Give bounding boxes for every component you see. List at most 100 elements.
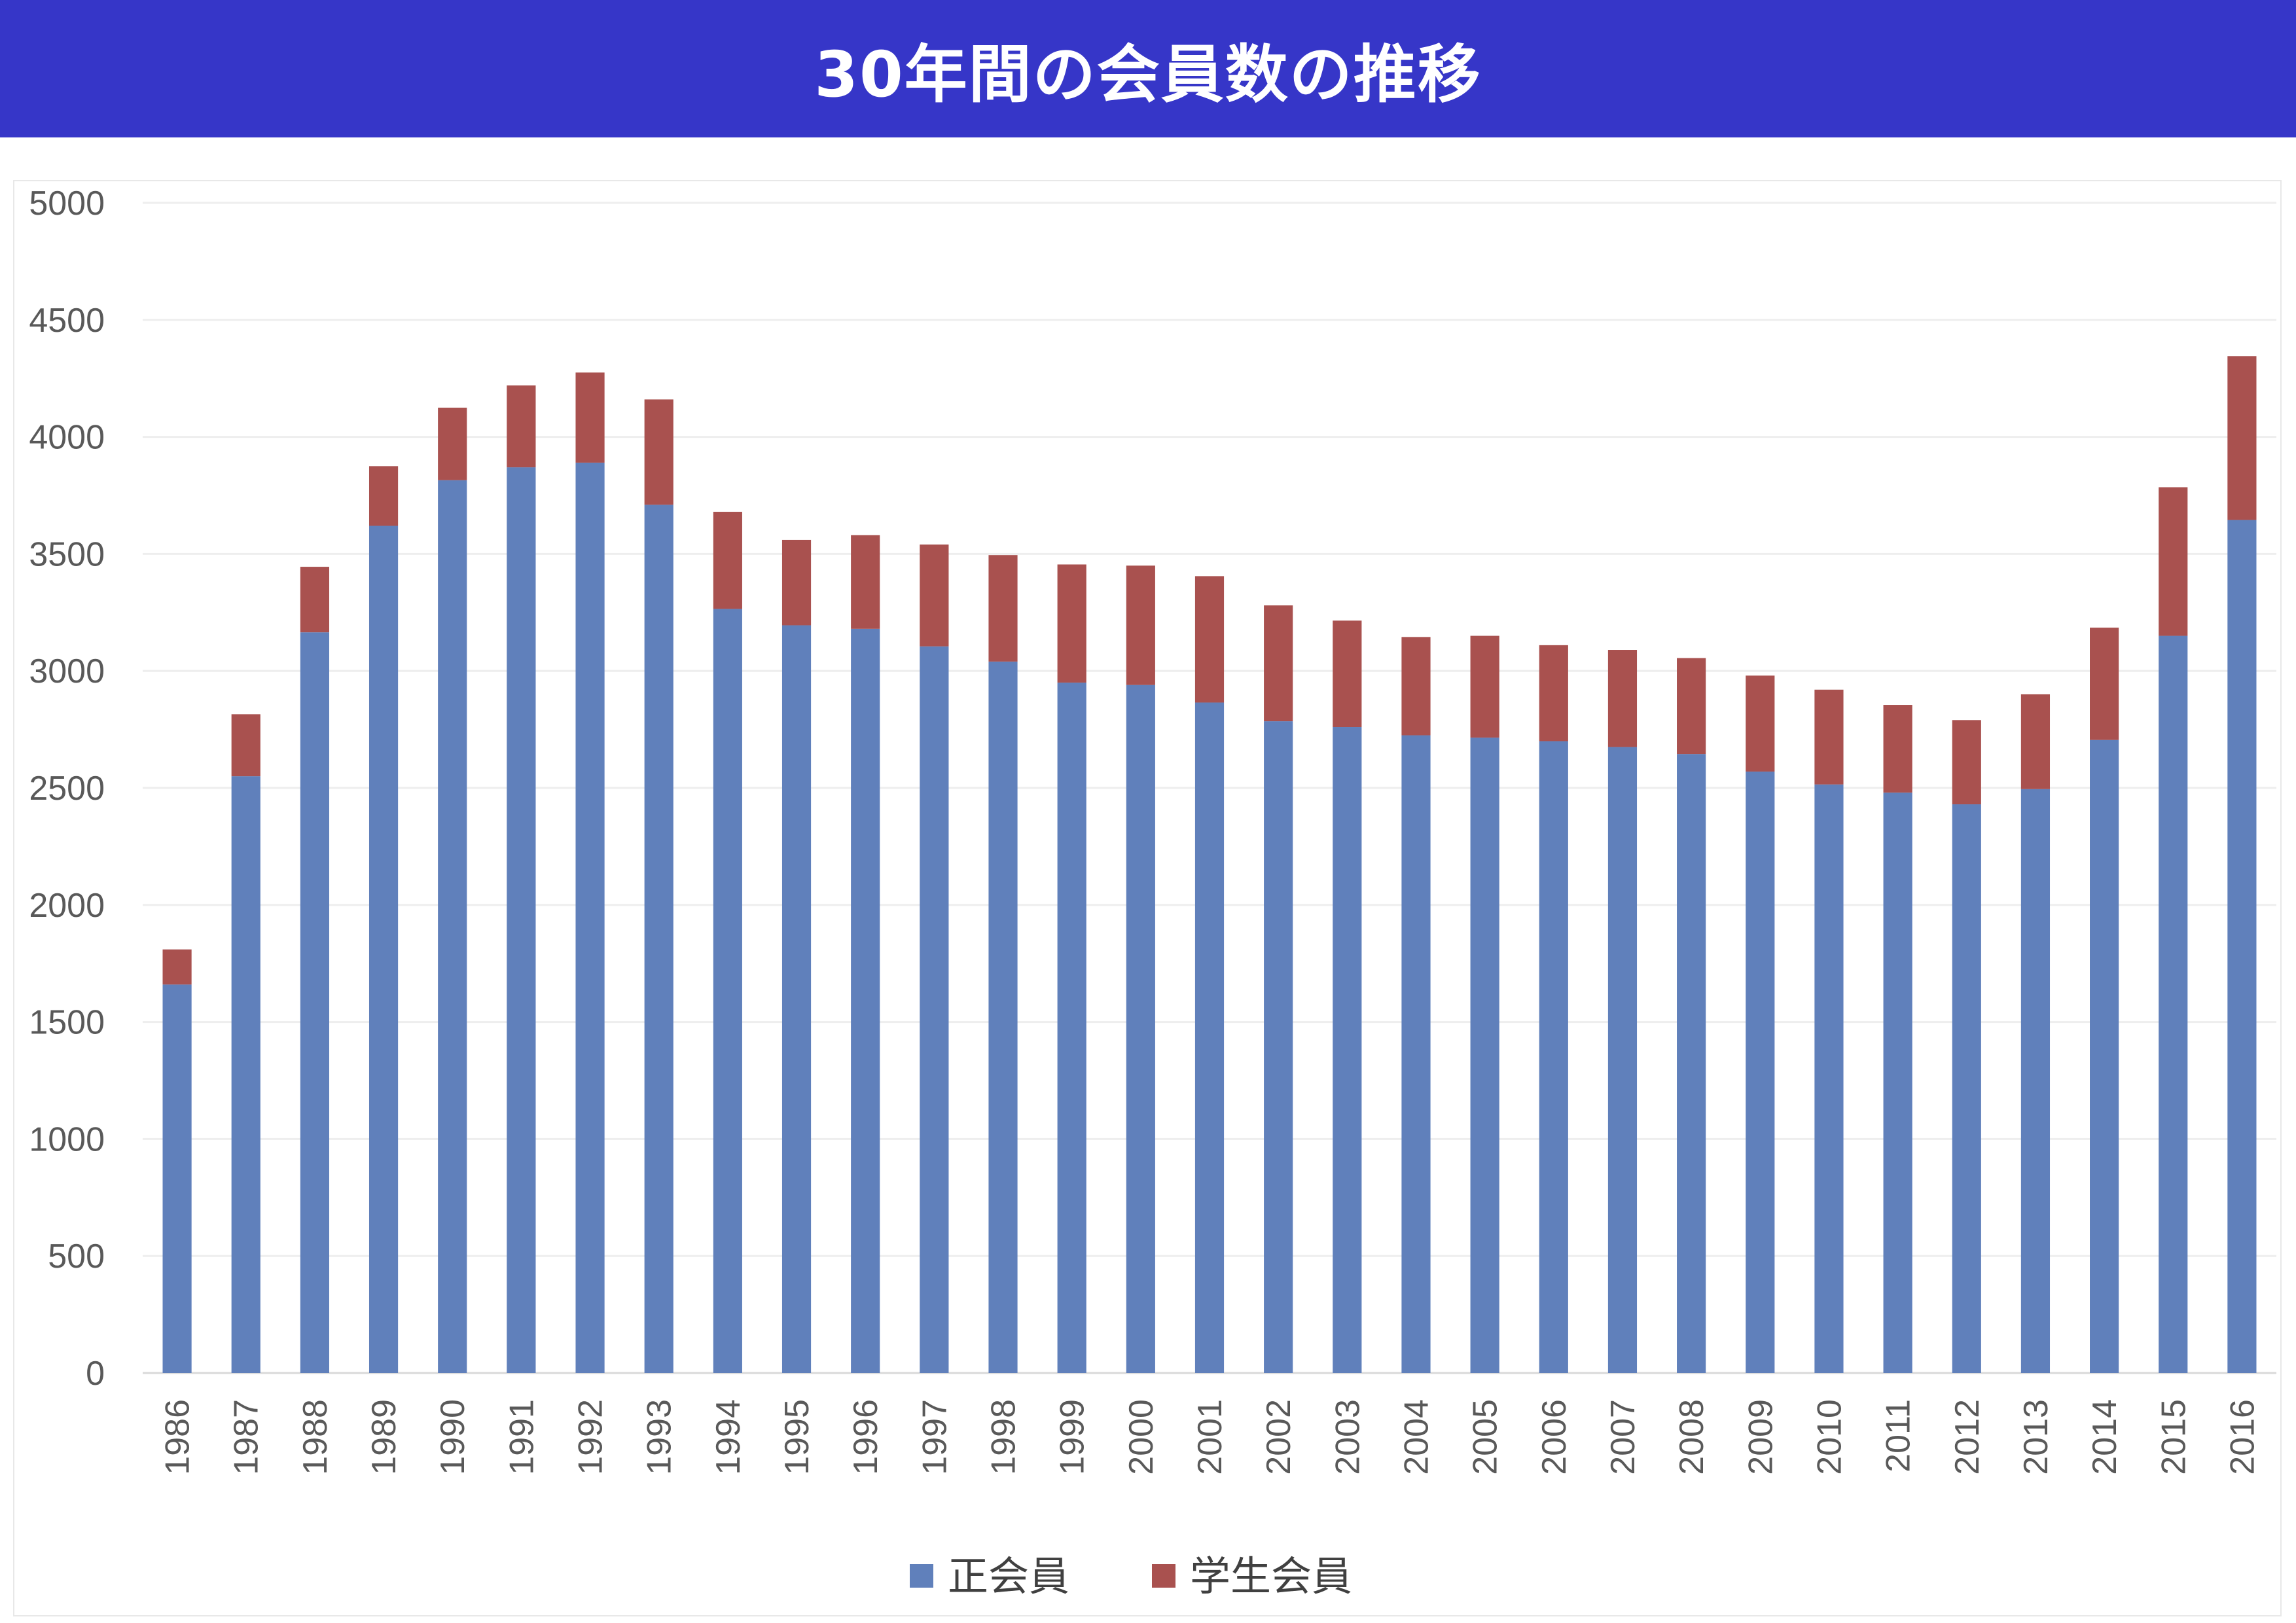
bar-student-member xyxy=(1333,620,1362,728)
bar-student-member xyxy=(1194,576,1225,703)
x-tick-label: 2007 xyxy=(1604,1399,1642,1475)
x-tick-label: 1988 xyxy=(296,1399,334,1475)
y-tick-label: 1000 xyxy=(29,1120,105,1158)
bar-regular-member xyxy=(575,462,605,1373)
bar-regular-member xyxy=(2227,520,2257,1373)
bar-regular-member xyxy=(438,480,467,1373)
bar-student-member xyxy=(575,372,605,463)
bar-student-member xyxy=(1607,650,1638,747)
x-tick-label: 2012 xyxy=(1948,1399,1986,1475)
bar-regular-member xyxy=(1057,683,1086,1373)
bar-regular-member xyxy=(1401,735,1431,1373)
bar-student-member xyxy=(1814,689,1844,785)
bar-student-member xyxy=(2159,487,2188,636)
bar-student-member xyxy=(1401,637,1431,736)
bar-regular-member xyxy=(1746,771,1775,1373)
bar-student-member xyxy=(988,555,1018,662)
legend-swatch xyxy=(1152,1564,1175,1588)
bar-student-member xyxy=(507,385,536,468)
bar-regular-member xyxy=(162,984,192,1373)
legend-label: 正会員 xyxy=(948,1552,1069,1600)
bar-regular-member xyxy=(781,625,812,1373)
x-tick-label: 2009 xyxy=(1742,1399,1780,1475)
bar-regular-member xyxy=(1264,721,1293,1373)
x-tick-label: 2016 xyxy=(2223,1399,2261,1475)
bar-student-member xyxy=(1677,658,1706,755)
x-tick-label: 1991 xyxy=(503,1399,541,1475)
x-tick-label: 1993 xyxy=(641,1399,679,1475)
bar-regular-member xyxy=(507,467,536,1373)
bar-student-member xyxy=(438,407,467,480)
x-tick-label: 1999 xyxy=(1054,1399,1092,1475)
bar-student-member xyxy=(2227,356,2257,520)
legend-swatch xyxy=(910,1564,933,1588)
bar-regular-member xyxy=(988,661,1018,1373)
legend-label: 学生会員 xyxy=(1190,1552,1352,1600)
bar-regular-member xyxy=(1814,784,1844,1373)
bar-regular-member xyxy=(851,628,880,1373)
x-tick-label: 2010 xyxy=(1810,1399,1848,1475)
y-tick-label: 0 xyxy=(86,1355,105,1393)
chart-frame xyxy=(13,180,2282,1616)
bar-student-member xyxy=(1952,720,1981,805)
bar-student-member xyxy=(644,399,673,505)
bar-student-member xyxy=(368,466,399,526)
bar-student-member xyxy=(781,539,812,626)
bar-regular-member xyxy=(713,609,742,1373)
x-tick-label: 2001 xyxy=(1191,1399,1229,1475)
bar-student-member xyxy=(1470,635,1499,738)
x-tick-label: 1990 xyxy=(434,1399,472,1475)
bar-student-member xyxy=(1057,564,1086,683)
x-tick-label: 1996 xyxy=(847,1399,885,1475)
x-tick-label: 2003 xyxy=(1329,1399,1367,1475)
bar-student-member xyxy=(1539,645,1568,741)
bar-regular-member xyxy=(2090,740,2119,1373)
bar-student-member xyxy=(851,535,880,629)
x-tick-label: 1989 xyxy=(365,1399,403,1475)
bar-student-member xyxy=(1746,675,1775,772)
x-tick-label: 1992 xyxy=(572,1399,610,1475)
bar-regular-member xyxy=(2159,635,2188,1373)
x-tick-label: 2015 xyxy=(2155,1399,2193,1475)
x-tick-label: 1998 xyxy=(985,1399,1023,1475)
bar-student-member xyxy=(1264,605,1293,722)
y-tick-label: 3500 xyxy=(29,535,105,573)
x-tick-label: 2005 xyxy=(1467,1399,1505,1475)
x-tick-label: 1994 xyxy=(709,1399,747,1475)
chart-title: 30年間の会員数の推移 xyxy=(814,37,1482,111)
bar-student-member xyxy=(2090,628,2119,740)
bar-regular-member xyxy=(1539,741,1568,1373)
bar-regular-member xyxy=(1470,738,1499,1373)
bar-regular-member xyxy=(2020,789,2051,1373)
x-tick-label: 2011 xyxy=(1880,1399,1918,1472)
x-tick-label: 2004 xyxy=(1397,1399,1435,1475)
title-banner: 30年間の会員数の推移 xyxy=(0,0,2296,137)
y-tick-label: 4500 xyxy=(29,302,105,340)
bar-regular-member xyxy=(1952,804,1981,1373)
x-tick-label: 2014 xyxy=(2086,1399,2124,1475)
y-tick-label: 2500 xyxy=(29,770,105,808)
bar-student-member xyxy=(713,512,742,609)
bar-regular-member xyxy=(231,776,260,1373)
bar-regular-member xyxy=(644,505,673,1374)
bar-student-member xyxy=(162,949,192,985)
bar-student-member xyxy=(1883,705,1912,793)
bar-student-member xyxy=(2020,694,2051,789)
x-tick-label: 2006 xyxy=(1535,1399,1573,1475)
bar-student-member xyxy=(920,544,949,647)
x-tick-label: 2002 xyxy=(1260,1399,1298,1475)
y-tick-label: 2000 xyxy=(29,887,105,925)
bar-student-member xyxy=(1126,565,1155,685)
y-tick-label: 1500 xyxy=(29,1004,105,1042)
bar-regular-member xyxy=(1194,702,1225,1373)
bar-regular-member xyxy=(300,632,329,1373)
bar-regular-member xyxy=(920,646,949,1373)
x-tick-label: 2013 xyxy=(2017,1399,2055,1475)
bar-regular-member xyxy=(1126,685,1155,1373)
x-tick-label: 2008 xyxy=(1673,1399,1711,1475)
x-tick-label: 1997 xyxy=(916,1399,954,1475)
bar-regular-member xyxy=(1883,793,1912,1373)
x-tick-label: 1987 xyxy=(228,1399,266,1475)
bar-regular-member xyxy=(1333,727,1362,1373)
